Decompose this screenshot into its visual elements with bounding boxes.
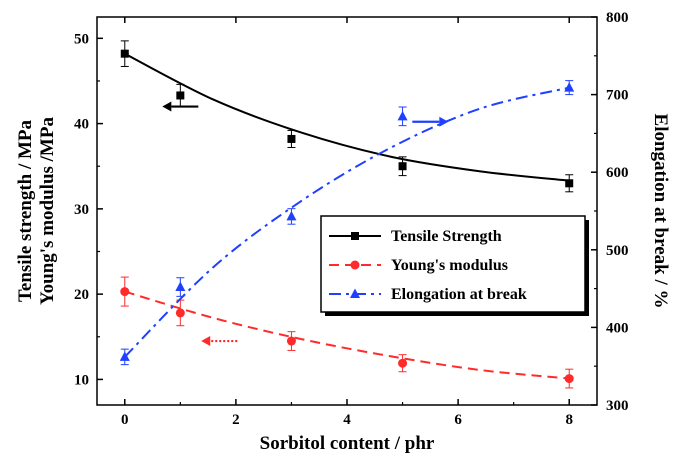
legend-marker	[350, 260, 360, 270]
x-tick-label: 6	[454, 412, 462, 428]
arrow-head	[201, 336, 211, 347]
data-point	[120, 49, 129, 58]
data-point	[397, 110, 408, 121]
series-line	[124, 290, 570, 380]
data-point	[287, 134, 296, 143]
data-point	[120, 287, 130, 297]
y-axis-right-title: Elongation at break / %	[650, 114, 671, 309]
y-right-tick-label: 300	[606, 398, 629, 414]
y-right-tick-label: 600	[606, 165, 629, 181]
plot-frame	[96, 16, 598, 406]
legend-label: Elongation at break	[391, 286, 527, 303]
series-tensile-strength	[120, 40, 574, 193]
arrow-head	[439, 116, 449, 127]
y-left-tick-label: 30	[74, 202, 89, 218]
series-young-s-modulus	[120, 276, 574, 389]
data-point	[286, 210, 297, 221]
data-point	[398, 162, 407, 171]
x-tick-label: 8	[565, 412, 573, 428]
data-point	[564, 82, 575, 92]
y-right-tick-label: 500	[606, 243, 629, 259]
y-left-tick-label: 40	[74, 117, 89, 133]
x-axis-title: Sorbitol content / phr	[260, 433, 435, 454]
x-tick-label: 2	[232, 412, 240, 428]
legend-marker	[350, 288, 360, 298]
legend-entry: Tensile Strength	[329, 228, 502, 245]
arrow-head	[162, 101, 172, 112]
x-tick-label: 0	[121, 412, 129, 428]
y-axis-left-title-modulus: Young's modulus /MPa	[37, 117, 58, 305]
legend-label: Young's modulus	[391, 257, 508, 274]
y-right-tick-label: 700	[606, 88, 629, 104]
annotation-arrow	[162, 101, 199, 112]
data-point	[119, 351, 130, 361]
y-axis-left-title-tensile: Tensile strength / MPa	[15, 119, 36, 302]
y-left-tick-label: 50	[74, 31, 89, 47]
series-line	[124, 52, 570, 182]
data-point	[398, 358, 408, 368]
data-point	[564, 374, 574, 384]
series-line	[124, 86, 570, 358]
annotation-arrow	[201, 336, 238, 347]
annotation-arrow	[412, 116, 449, 127]
legend-entry: Elongation at break	[329, 286, 527, 303]
data-point	[176, 91, 185, 100]
legend-marker	[351, 232, 359, 240]
y-left-tick-label: 10	[74, 372, 89, 388]
data-point	[175, 281, 186, 292]
y-right-tick-label: 400	[606, 320, 629, 336]
y-left-tick-label: 20	[74, 287, 89, 303]
data-point	[286, 336, 296, 346]
series-elongation-at-break	[119, 80, 575, 366]
legend-entry: Young's modulus	[329, 257, 508, 274]
data-point	[565, 179, 574, 188]
x-tick-label: 4	[343, 412, 351, 428]
y-right-tick-label: 800	[606, 10, 629, 26]
legend-label: Tensile Strength	[391, 228, 502, 245]
data-point	[175, 308, 185, 318]
